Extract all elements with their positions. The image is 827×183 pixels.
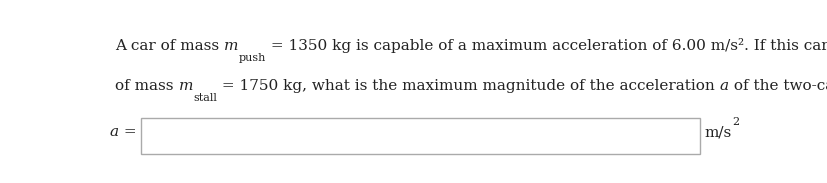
Text: m: m xyxy=(178,79,193,93)
Text: of mass: of mass xyxy=(115,79,178,93)
Text: stall: stall xyxy=(193,93,217,103)
Text: = 1750 kg, what is the maximum magnitude of the acceleration: = 1750 kg, what is the maximum magnitude… xyxy=(217,79,719,93)
Text: a: a xyxy=(110,125,119,139)
Text: A car of mass: A car of mass xyxy=(115,39,224,53)
Text: m/s: m/s xyxy=(704,125,731,139)
Text: 2: 2 xyxy=(731,117,739,127)
FancyBboxPatch shape xyxy=(141,118,700,154)
Text: a: a xyxy=(719,79,728,93)
Text: = 1350 kg is capable of a maximum acceleration of 6.00 m/s². If this car is requ: = 1350 kg is capable of a maximum accele… xyxy=(265,38,827,53)
Text: =: = xyxy=(119,125,136,139)
Text: m: m xyxy=(224,39,238,53)
Text: of the two-car system?: of the two-car system? xyxy=(728,79,827,93)
Text: push: push xyxy=(238,53,265,64)
